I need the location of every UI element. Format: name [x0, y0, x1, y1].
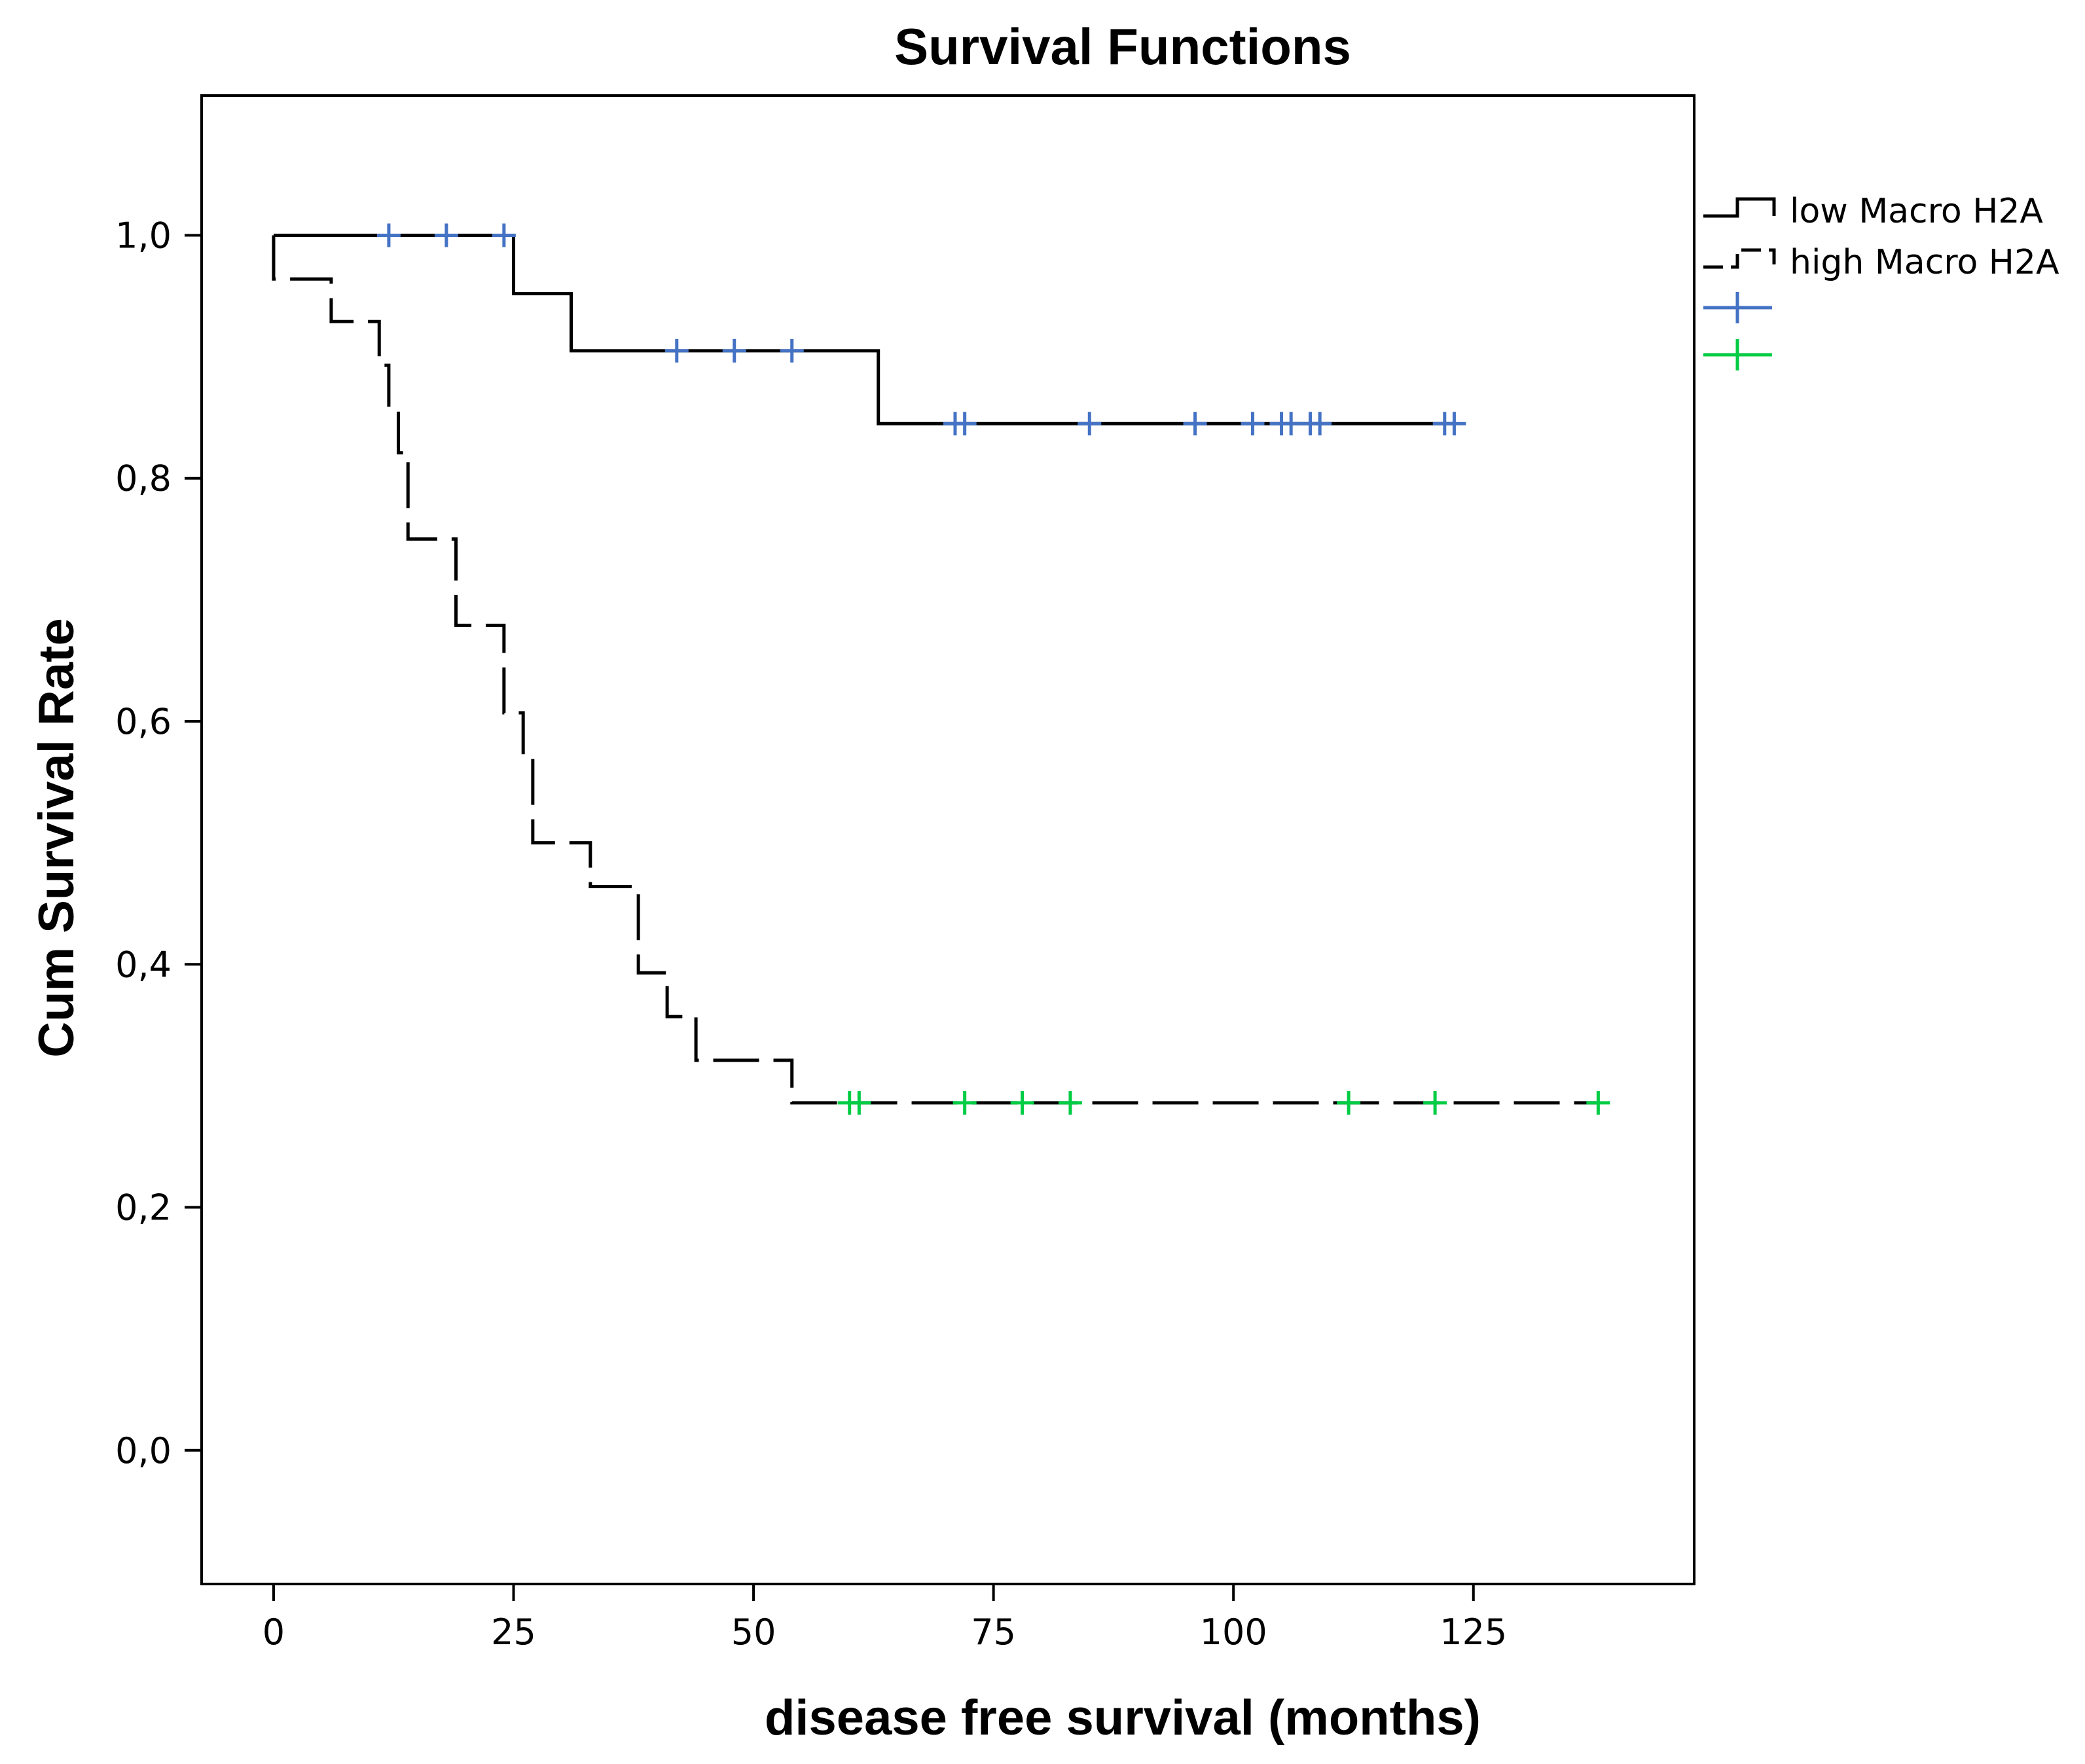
x-tick-label: 0 — [263, 1611, 285, 1653]
legend: low Macro H2A high Macro H2A — [1703, 192, 2059, 370]
low-macro-h2a-curve — [273, 233, 1455, 425]
x-tick-label: 50 — [731, 1611, 776, 1653]
legend-label: high Macro H2A — [1790, 243, 2059, 282]
censor-mark-low — [664, 338, 689, 363]
y-tick-label: 0,8 — [115, 458, 172, 499]
axes: 0 25 50 75 100 125 0,0 0,2 0,4 0,6 0,8 1,0 — [115, 215, 1507, 1653]
censor-mark-high — [1423, 1090, 1447, 1115]
y-tick-label: 0,4 — [115, 944, 172, 985]
censor-mark-low — [780, 338, 804, 363]
legend-solid-step-icon — [1703, 197, 1776, 218]
series-group — [272, 233, 1599, 1105]
censor-marks — [376, 223, 1610, 1115]
censor-mark-low — [434, 223, 458, 247]
x-tick-label: 100 — [1200, 1611, 1267, 1653]
x-axis-label: disease free survival (months) — [765, 1690, 1481, 1746]
legend-item: low Macro H2A — [1703, 192, 2043, 231]
censor-mark-low — [1078, 412, 1102, 436]
censor-mark-low — [1442, 412, 1466, 436]
censor-mark-low — [1241, 412, 1265, 436]
x-tick-label: 75 — [971, 1611, 1016, 1653]
x-tick-label: 125 — [1440, 1611, 1507, 1653]
censor-mark-low — [1183, 412, 1207, 436]
y-axis-label: Cum Survival Rate — [29, 618, 84, 1058]
legend-item — [1703, 292, 1772, 323]
censor-mark-high — [952, 1090, 977, 1115]
legend-item: high Macro H2A — [1703, 243, 2059, 282]
y-tick-label: 0,0 — [115, 1430, 172, 1471]
plot-frame — [200, 94, 1695, 1585]
legend-item — [1703, 339, 1772, 370]
legend-label: low Macro H2A — [1790, 192, 2043, 231]
censor-mark-low — [492, 223, 516, 247]
censor-mark-high — [1586, 1090, 1610, 1115]
x-tick-label: 25 — [491, 1611, 536, 1653]
chart-title: Survival Functions — [894, 18, 1351, 75]
censor-mark-low — [722, 338, 746, 363]
y-tick-label: 0,2 — [115, 1187, 172, 1229]
censor-mark-high — [1058, 1090, 1082, 1115]
legend-dashed-step-icon — [1703, 248, 1776, 269]
y-tick-label: 1,0 — [115, 215, 172, 256]
censor-mark-low — [952, 412, 977, 436]
censor-mark-low — [376, 223, 401, 247]
censor-mark-high — [847, 1090, 871, 1115]
high-macro-h2a-curve — [272, 235, 1599, 1105]
censor-mark-high — [1337, 1090, 1361, 1115]
y-tick-label: 0,6 — [115, 701, 172, 742]
censor-mark-high — [1010, 1090, 1034, 1115]
censor-mark-low — [1308, 412, 1332, 436]
